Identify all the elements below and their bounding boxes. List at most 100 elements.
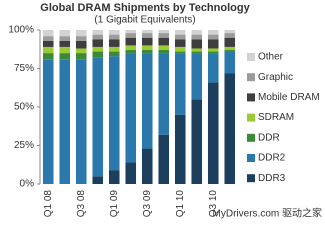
bar-segment [42,59,54,185]
y-tick-label: 50% [14,102,34,113]
bar-segment [158,30,170,34]
bar-segment [141,148,153,184]
legend-label: Mobile DRAM [258,92,320,103]
x-tick-label: Q1 09 [109,190,120,218]
bar-segment [224,51,236,74]
legend-swatch [247,53,255,61]
bar-segment [141,45,153,51]
legend-label: Graphic [258,72,293,83]
bar-segment [158,37,170,46]
bar-segment [108,170,120,184]
bar-segment [158,33,170,38]
chart-title: Global DRAM Shipments by Technology [40,2,250,14]
bar-segment [108,39,120,47]
legend-label: SDRAM [258,112,294,123]
bar-segment [59,53,71,60]
bar-segment [174,39,186,47]
bar-segment [174,46,186,52]
bar-segment [108,30,120,35]
bar-segment [92,51,104,58]
bar-segment [59,40,71,47]
bar-segment [92,39,104,47]
bar-segment [59,59,71,185]
bar-segment [42,53,54,60]
bar-segment [75,53,87,60]
bar-segment [224,37,236,47]
bar-segment [125,33,137,38]
bar-segment [141,33,153,38]
legend-swatch [247,133,255,142]
bar-segment [158,134,170,184]
x-tick-label: Q3 10 [208,190,219,218]
bar-segment [174,51,186,54]
bar-segment [75,30,87,37]
bar-segment [42,36,54,41]
bar-segment [59,46,71,54]
legend-label: DDR2 [258,153,286,164]
chart-subtitle: (1 Gigabit Equivalents) [94,15,195,26]
bar-segment [224,30,236,34]
bar-segment [75,48,87,54]
bar-segment [224,50,236,52]
bar-segment [108,56,120,171]
x-tick-label: Q1 08 [43,190,54,218]
bar-segment [92,176,104,184]
bar-segment [141,37,153,46]
bar-segment [191,99,203,184]
bar-segment [75,40,87,49]
bar-segment [92,30,104,35]
bar-segment [207,48,219,52]
bar-segment [92,57,104,177]
bar-segment [158,45,170,51]
legend-label: DDR3 [258,173,286,184]
bar-segment [42,40,54,47]
y-tick-label: 25% [14,140,34,151]
bar-segment [141,53,153,149]
bar-segment [191,39,203,49]
bar-segment [174,34,186,40]
bar-segment [207,82,219,184]
bar-segment [207,34,219,40]
bar-segment [125,37,137,46]
bar-segment [191,30,203,35]
bar-segment [191,51,203,54]
bar-segment [75,59,87,185]
bar-segment [141,50,153,54]
bar-segment [158,50,170,54]
bar-segment [125,45,137,51]
bar-segment [207,51,219,54]
bar-segment [224,46,236,51]
legend-label: DDR [258,132,280,143]
bar-segment [125,53,137,163]
bar-segment [92,46,104,52]
bar-segment [59,36,71,41]
bar-segment [108,34,120,40]
legend-swatch [247,93,255,102]
bar-segment [191,48,203,52]
legend-label: Other [258,52,284,63]
bar-segment [42,46,54,54]
bar-segment [141,30,153,34]
x-tick-label: Q3 08 [76,190,87,218]
watermark: MyDrivers.com 驱动之家 [213,207,322,220]
bar-segment [92,34,104,40]
bar-segment [191,53,203,100]
bar-segment [108,51,120,57]
legend-swatch [247,113,255,122]
legend-swatch [247,154,255,162]
x-tick-label: Q1 10 [175,190,186,218]
chart: Global DRAM Shipments by Technology (1 G… [8,2,322,220]
bar-segment [207,30,219,35]
x-tick-label: Q3 09 [142,190,153,218]
bar-segment [224,33,236,38]
legend-swatch [247,73,255,82]
bar-segment [224,73,236,184]
bar-segment [125,50,137,54]
legend-swatch [247,174,255,183]
bar-segment [75,36,87,41]
bar-segment [59,30,71,37]
page: Global DRAM Shipments by Technology (1 G… [8,1,322,220]
bar-segment [125,30,137,34]
bar-segment [174,53,186,115]
y-tick-label: 75% [14,63,34,74]
